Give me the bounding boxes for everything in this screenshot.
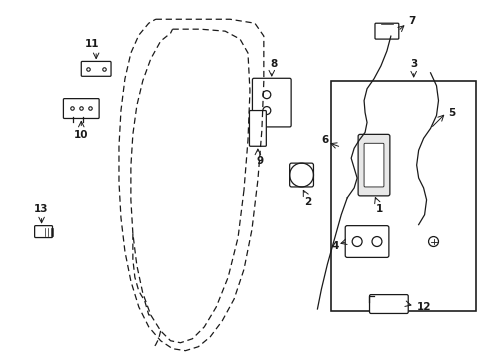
- FancyBboxPatch shape: [364, 143, 383, 187]
- Text: 4: 4: [331, 242, 338, 252]
- Text: 8: 8: [269, 59, 277, 69]
- Text: 1: 1: [375, 204, 382, 214]
- Text: 13: 13: [33, 204, 48, 214]
- Text: 10: 10: [74, 130, 88, 140]
- FancyBboxPatch shape: [63, 99, 99, 118]
- FancyBboxPatch shape: [357, 134, 389, 196]
- FancyBboxPatch shape: [81, 62, 111, 76]
- FancyBboxPatch shape: [340, 142, 355, 158]
- Bar: [331, 81, 475, 311]
- Text: 9: 9: [256, 156, 263, 166]
- Text: 2: 2: [303, 197, 310, 207]
- Text: 12: 12: [416, 302, 430, 312]
- Text: 7: 7: [408, 16, 415, 26]
- FancyBboxPatch shape: [289, 163, 313, 187]
- Text: 11: 11: [85, 39, 99, 49]
- FancyBboxPatch shape: [249, 111, 266, 146]
- FancyBboxPatch shape: [35, 226, 52, 238]
- Text: 5: 5: [447, 108, 455, 117]
- Text: 3: 3: [409, 59, 416, 69]
- FancyBboxPatch shape: [252, 78, 290, 127]
- FancyBboxPatch shape: [345, 226, 388, 257]
- FancyBboxPatch shape: [369, 294, 407, 314]
- FancyBboxPatch shape: [374, 23, 398, 39]
- Text: 6: 6: [321, 135, 328, 145]
